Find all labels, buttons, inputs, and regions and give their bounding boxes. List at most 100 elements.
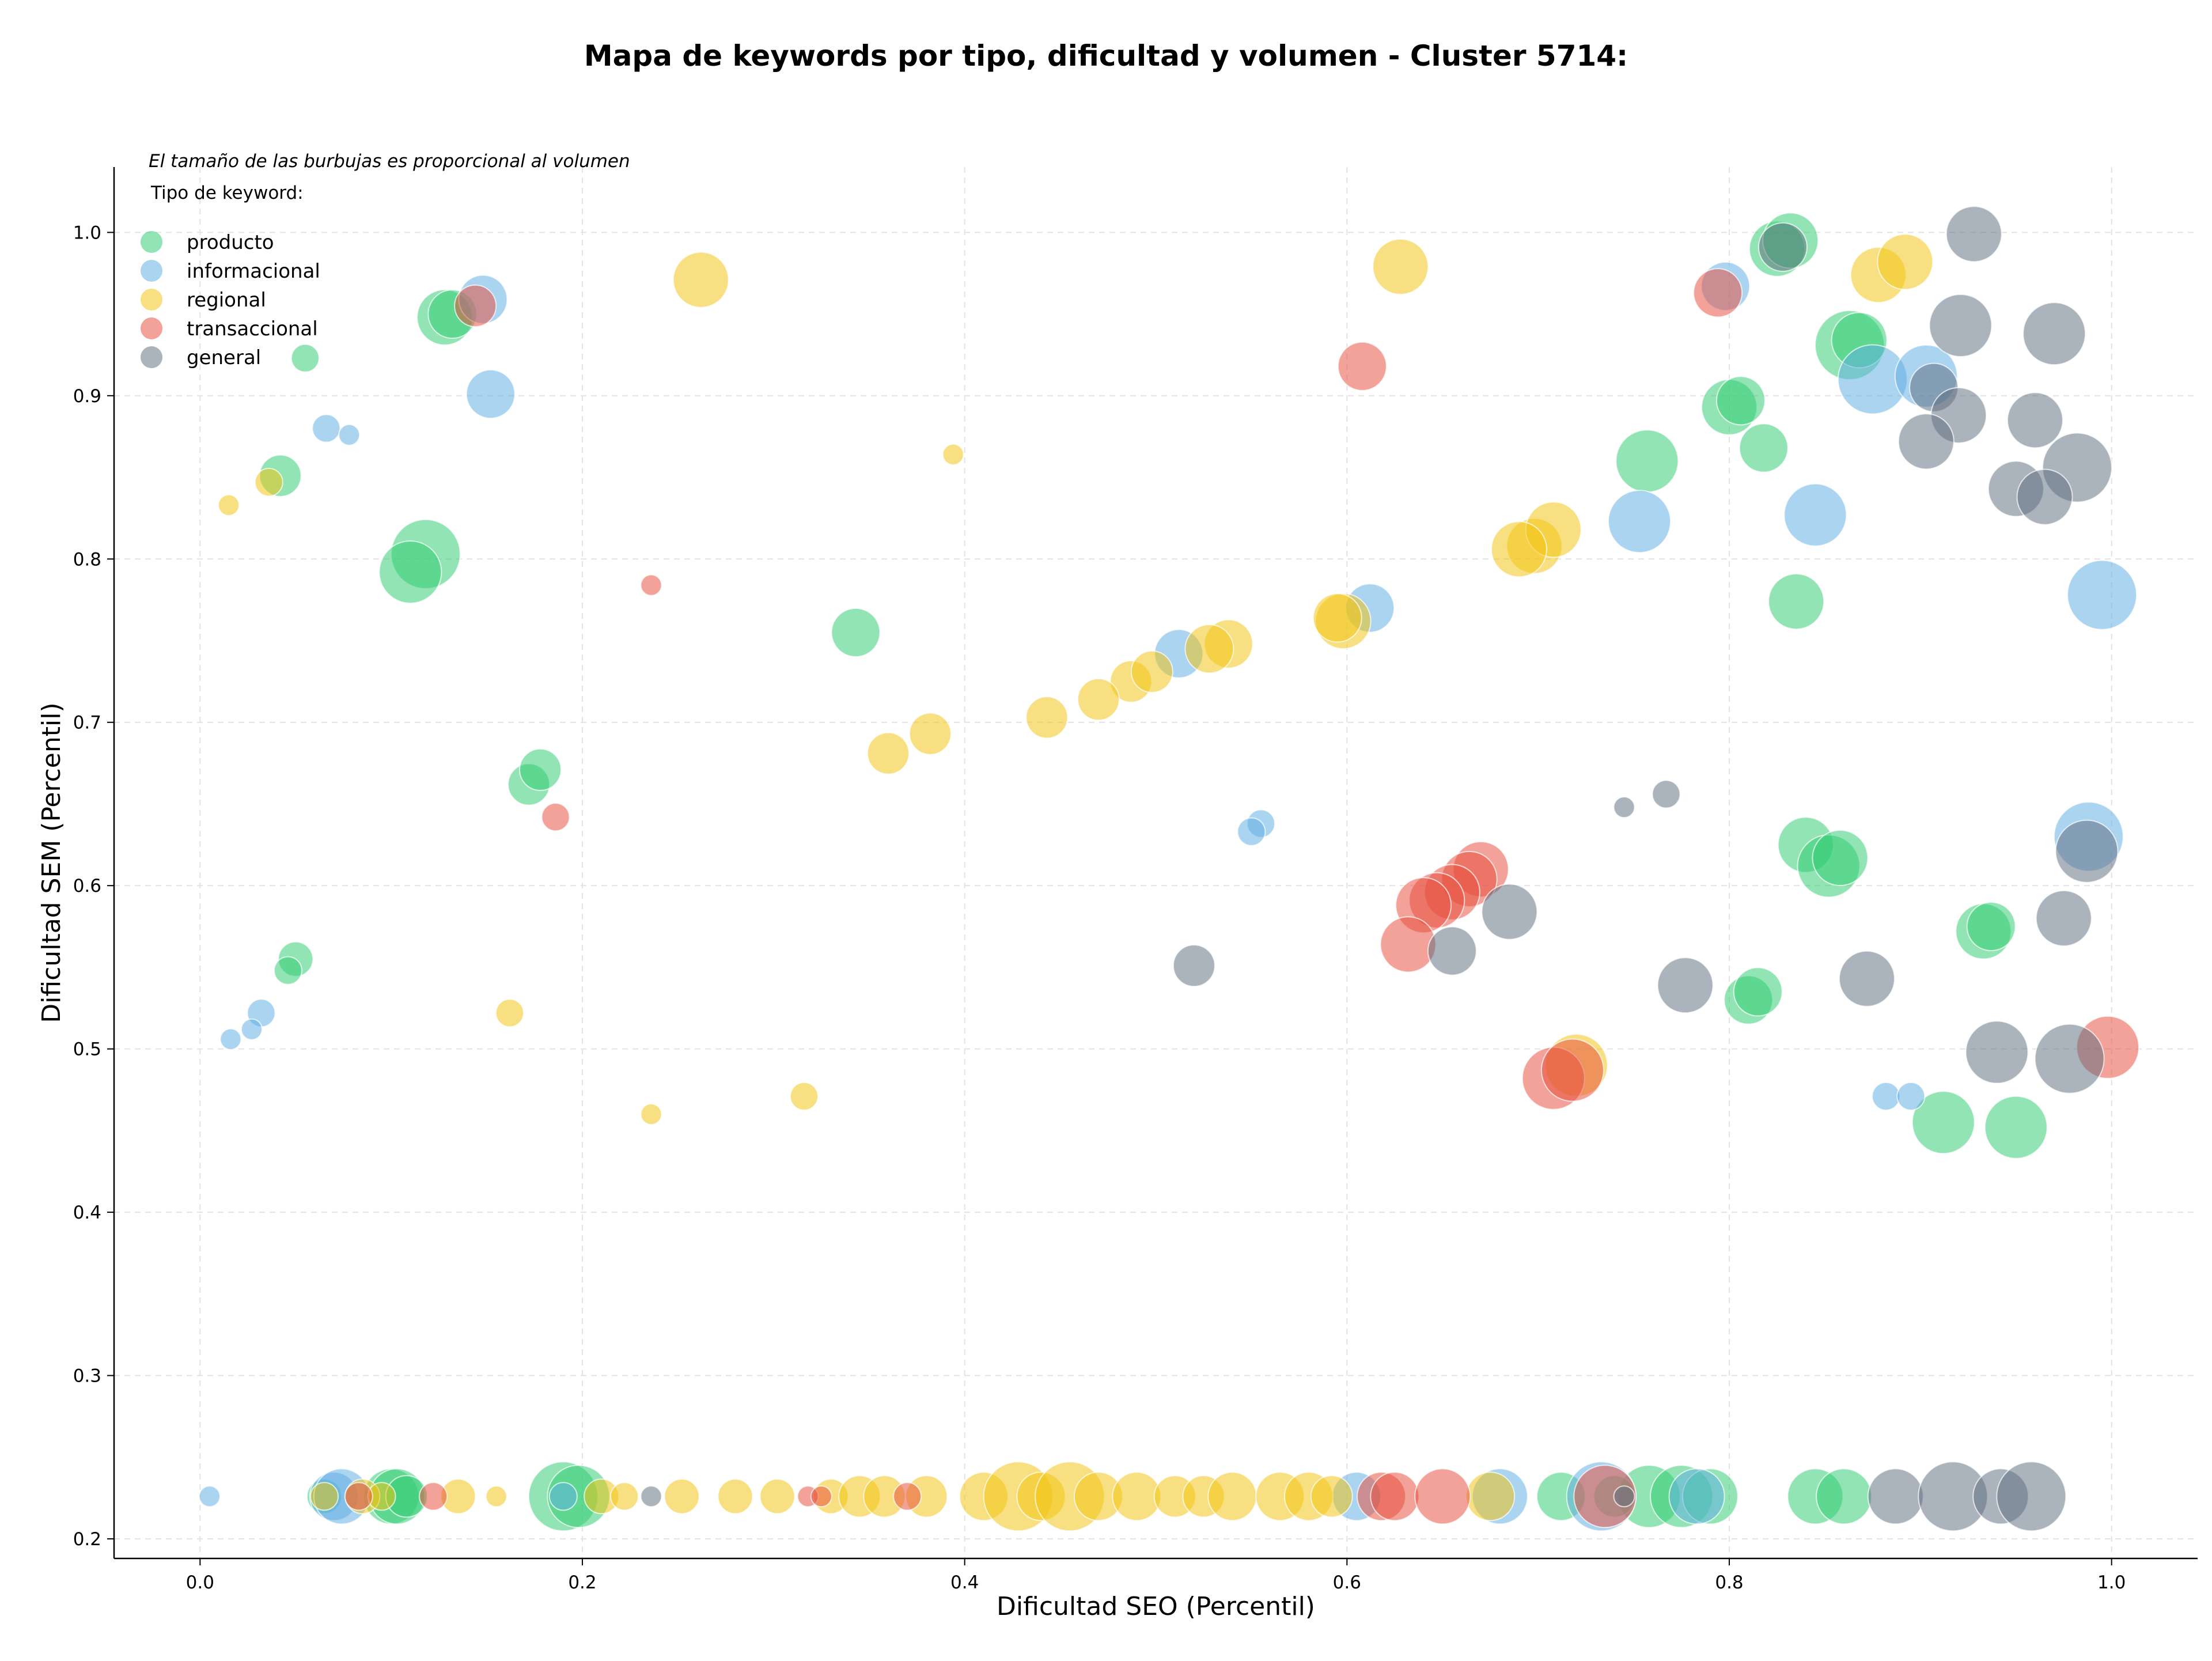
data-point-regional xyxy=(310,1482,339,1511)
data-point-general xyxy=(1838,950,1895,1007)
data-point-transaccional xyxy=(419,1482,448,1511)
data-point-transaccional xyxy=(1337,341,1387,391)
data-point-producto xyxy=(378,540,442,604)
x-tick-label: 0.6 xyxy=(1333,1572,1361,1593)
bubble-size-note: El tamaño de las burbujas es proporciona… xyxy=(149,151,630,172)
data-point-informacional xyxy=(2067,559,2138,630)
y-tick-label: 0.7 xyxy=(73,713,101,733)
data-point-general xyxy=(1758,222,1808,272)
legend-item-general[interactable]: general xyxy=(141,346,261,369)
data-point-informacional xyxy=(338,423,361,446)
data-point-general xyxy=(1897,413,1955,470)
data-point-transaccional xyxy=(810,1485,832,1508)
data-point-regional xyxy=(485,1485,507,1508)
data-point-transaccional xyxy=(1693,268,1743,318)
legend-marker xyxy=(141,317,162,339)
legend-label: transaccional xyxy=(187,317,318,340)
data-point-informacional xyxy=(240,1018,263,1041)
data-point-general xyxy=(1929,293,1993,357)
legend-marker xyxy=(141,231,162,253)
data-point-transaccional xyxy=(1370,1471,1420,1522)
data-point-producto xyxy=(290,343,320,373)
data-point-regional xyxy=(218,494,240,516)
legend-item-regional[interactable]: regional xyxy=(141,289,266,312)
legend-label: general xyxy=(187,346,261,369)
data-point-regional xyxy=(1490,521,1547,578)
data-point-regional xyxy=(672,251,729,308)
data-point-producto xyxy=(273,956,302,985)
data-point-regional xyxy=(254,468,283,497)
data-point-regional xyxy=(495,998,524,1028)
y-tick-label: 0.5 xyxy=(73,1039,101,1060)
data-point-transaccional xyxy=(1573,1465,1637,1528)
data-point-regional xyxy=(1312,593,1362,643)
data-point-regional xyxy=(789,1081,819,1111)
data-point-regional xyxy=(759,1478,796,1515)
data-point-general xyxy=(2016,468,2073,525)
legend[interactable]: El tamaño de las burbujas es proporciona… xyxy=(141,151,630,369)
data-point-informacional xyxy=(548,1482,578,1511)
x-tick-label: 0.8 xyxy=(1715,1572,1743,1593)
data-point-producto xyxy=(831,607,881,657)
y-tick-label: 0.3 xyxy=(73,1366,101,1387)
data-point-general xyxy=(2055,819,2119,883)
legend-item-informacional[interactable]: informacional xyxy=(141,260,320,283)
data-point-transaccional xyxy=(1414,1468,1471,1525)
data-point-producto xyxy=(1738,423,1789,473)
data-point-producto xyxy=(1984,1095,2048,1159)
data-point-informacional xyxy=(198,1485,221,1508)
data-point-regional xyxy=(1207,1471,1257,1522)
data-point-general xyxy=(1427,926,1477,976)
y-axis-label: Dificultad SEM (Percentil) xyxy=(37,702,66,1023)
data-point-regional xyxy=(1372,238,1429,295)
data-point-general xyxy=(1867,1468,1924,1525)
data-point-regional xyxy=(640,1103,662,1126)
legend-item-producto[interactable]: producto xyxy=(141,231,274,254)
data-point-transaccional xyxy=(541,803,570,832)
y-tick-label: 0.6 xyxy=(73,876,101,896)
data-point-producto xyxy=(1816,1468,1873,1525)
data-point-regional xyxy=(1025,696,1069,739)
data-point-regional xyxy=(908,712,952,755)
data-point-regional xyxy=(1077,678,1120,721)
legend-marker xyxy=(141,346,162,368)
data-point-general xyxy=(1172,944,1215,987)
data-point-informacional xyxy=(1668,1468,1725,1525)
data-point-producto xyxy=(1715,376,1766,426)
legend-label: informacional xyxy=(187,260,320,283)
data-point-producto xyxy=(1966,902,2016,952)
legend-item-transaccional[interactable]: transaccional xyxy=(141,317,318,340)
legend-marker xyxy=(141,260,162,282)
data-point-informacional xyxy=(1608,490,1672,554)
x-tick-label: 0.4 xyxy=(950,1572,979,1593)
legend-marker xyxy=(141,289,162,311)
legend-label: producto xyxy=(187,231,274,254)
data-point-general xyxy=(1481,883,1538,940)
data-point-producto xyxy=(1812,829,1869,886)
data-point-transaccional xyxy=(344,1482,373,1511)
grid-lines xyxy=(114,167,2198,1558)
data-point-general xyxy=(1652,780,1681,809)
chart-title: Mapa de keywords por tipo, dificultad y … xyxy=(584,39,1628,73)
data-point-transaccional xyxy=(640,574,662,596)
x-axis-label: Dificultad SEO (Percentil) xyxy=(997,1592,1315,1621)
data-point-general xyxy=(2035,890,2092,947)
data-point-regional xyxy=(664,1478,700,1515)
data-point-transaccional xyxy=(893,1482,922,1511)
data-point-informacional xyxy=(312,414,341,443)
data-point-producto xyxy=(1615,429,1679,493)
y-tick-label: 1.0 xyxy=(73,222,101,243)
data-point-informacional xyxy=(1896,1081,1926,1111)
data-point-regional xyxy=(942,443,964,466)
bubble-layer xyxy=(198,206,2140,1532)
data-point-producto xyxy=(1733,967,1783,1017)
data-point-general xyxy=(2006,392,2063,449)
legend-title: Tipo de keyword: xyxy=(150,183,304,203)
data-point-regional xyxy=(1310,1475,1353,1518)
data-point-informacional xyxy=(465,369,516,419)
axes: 0.0 0.2 0.4 0.6 0.8 1.0 0.2 0.3 0.4 0.5 0.6 0.7 0.8 0… xyxy=(37,167,2198,1621)
y-tick-label: 0.8 xyxy=(73,549,101,570)
data-point-general xyxy=(1613,796,1635,819)
y-tick-label: 0.2 xyxy=(73,1529,101,1550)
data-point-regional xyxy=(717,1478,753,1515)
